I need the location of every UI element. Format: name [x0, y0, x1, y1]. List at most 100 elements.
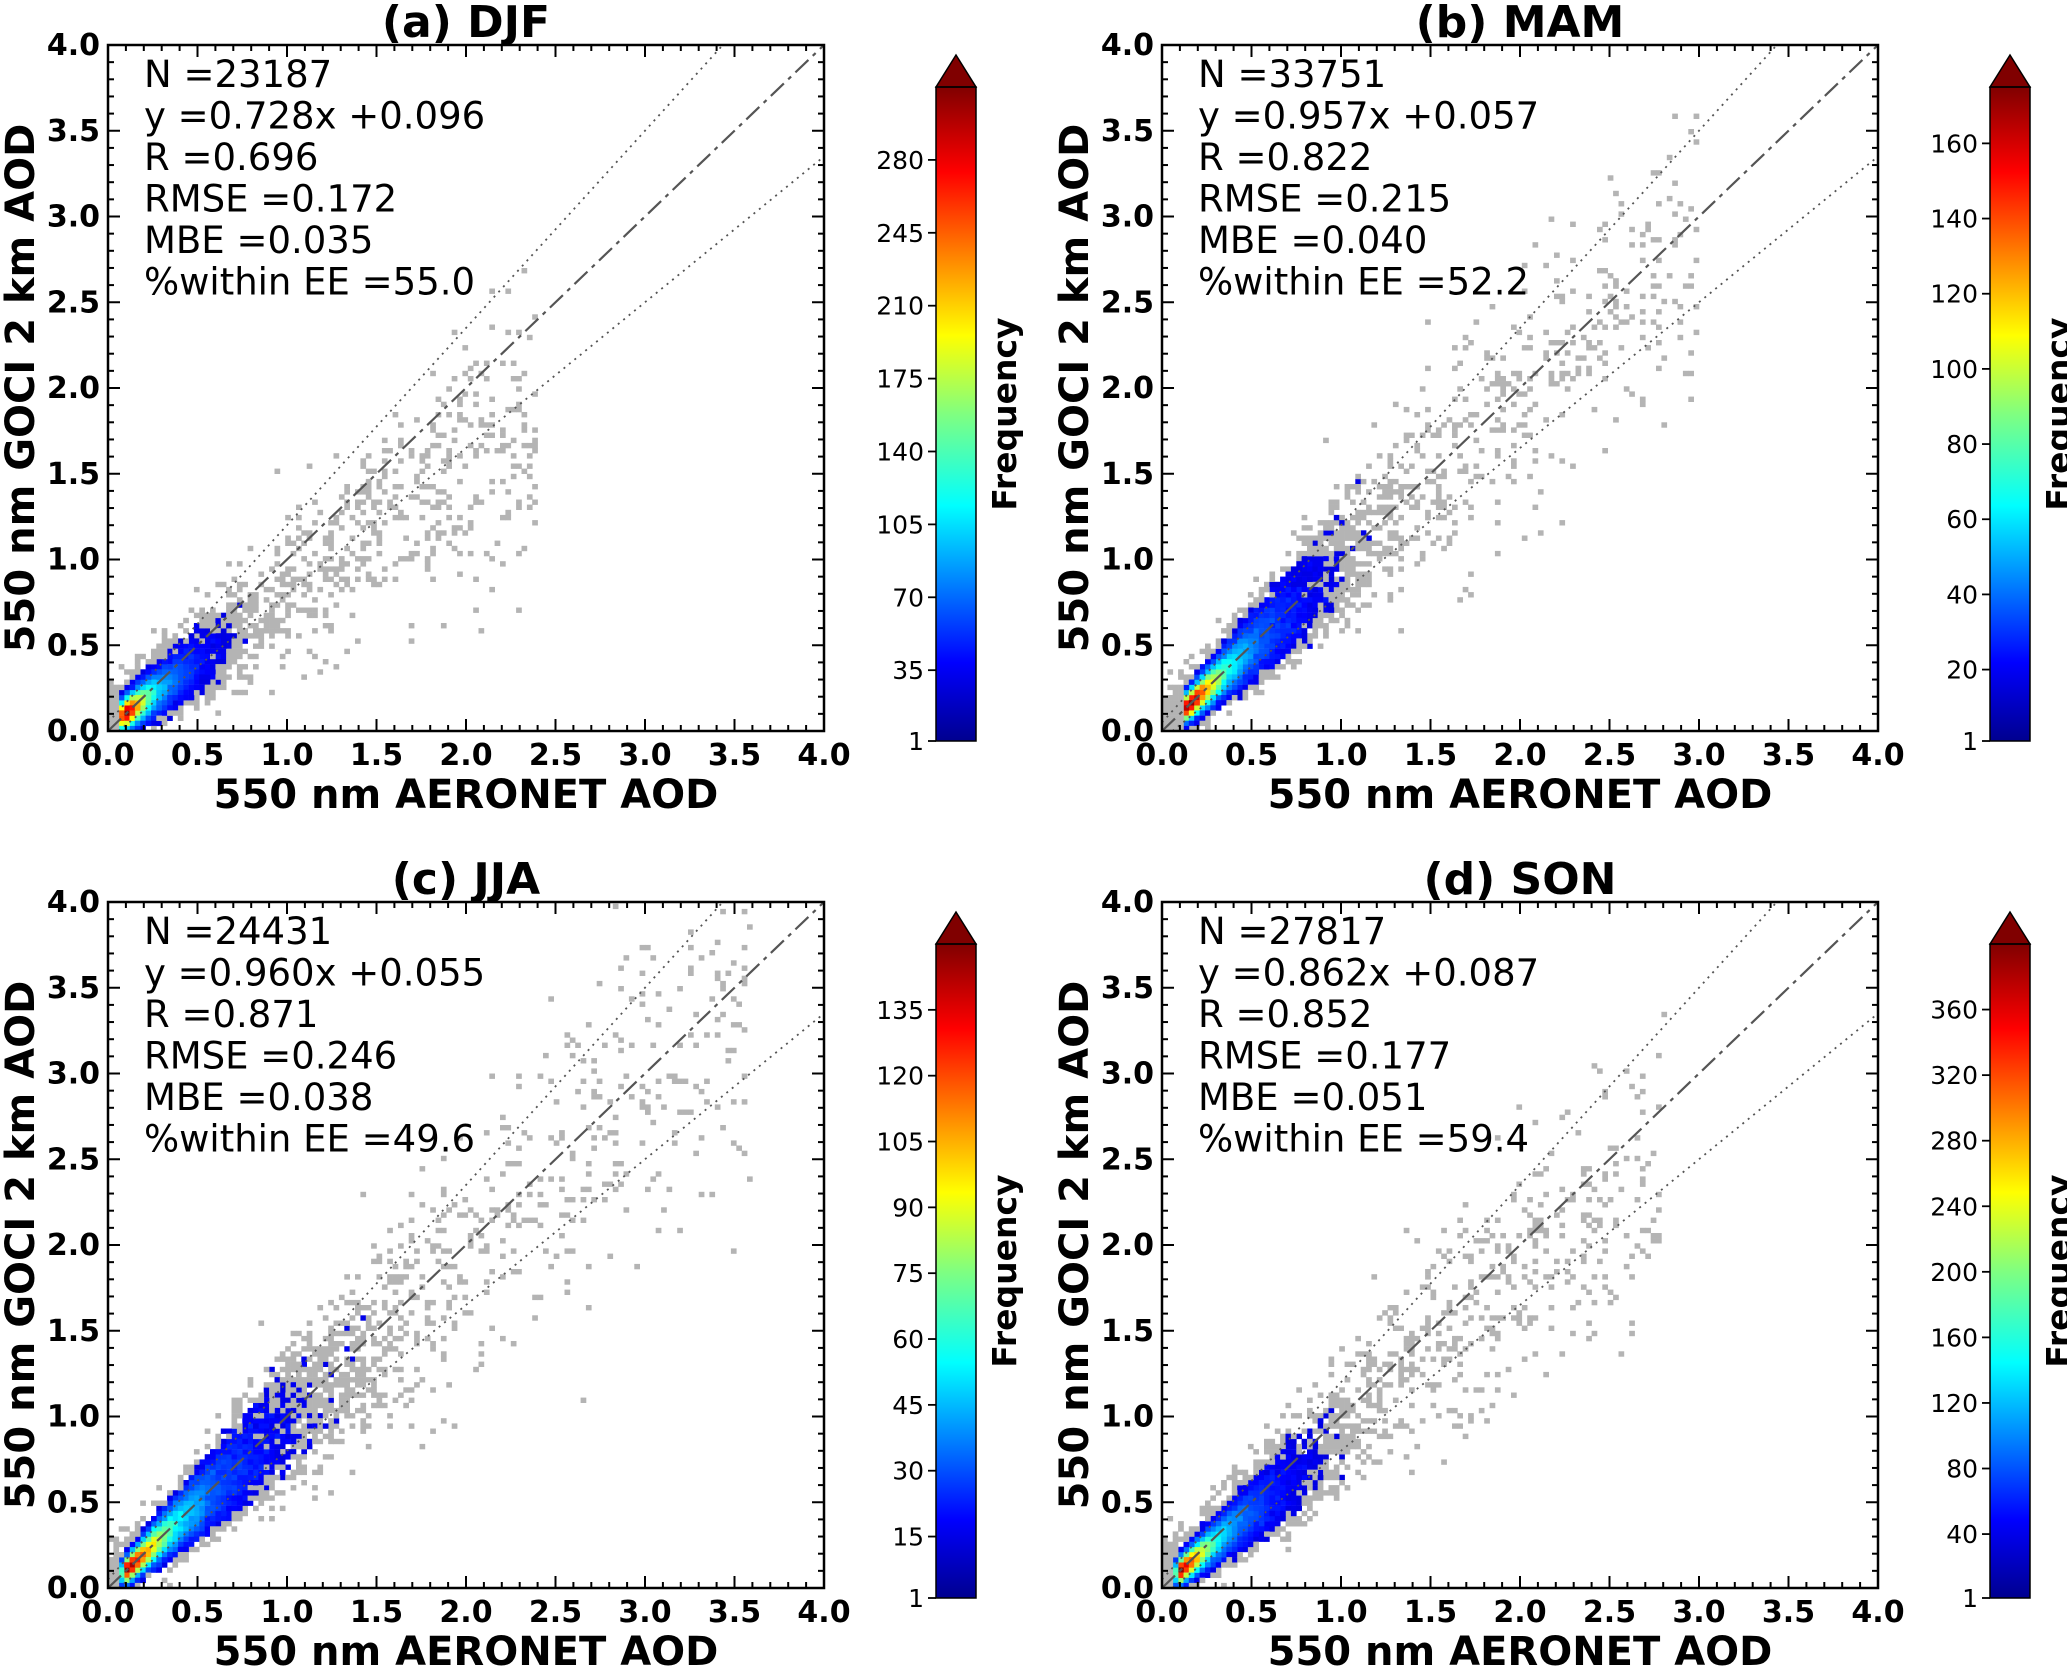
density-bin [1247, 602, 1254, 608]
density-bin [1285, 612, 1292, 619]
density-bin [274, 1449, 281, 1455]
density-bin [290, 1397, 297, 1403]
density-bin [151, 1541, 157, 1548]
density-bin [1462, 1305, 1469, 1311]
density-bin [1269, 1510, 1276, 1517]
density-bin [688, 965, 694, 971]
density-bin [467, 1243, 474, 1249]
density-bin [1516, 1315, 1523, 1321]
density-bin [113, 710, 120, 716]
density-bin [446, 1299, 452, 1306]
density-bin [1392, 401, 1399, 408]
density-bin [156, 653, 162, 660]
density-bin [258, 1443, 265, 1450]
density-bin [371, 1310, 377, 1316]
density-bin [1505, 1274, 1512, 1280]
density-bin [1639, 1088, 1646, 1095]
density-bin [1441, 1459, 1447, 1465]
density-bin [473, 448, 479, 454]
density-bin [1188, 664, 1195, 670]
density-bin [1226, 659, 1233, 665]
density-bin [177, 710, 184, 716]
density-bin [1280, 1443, 1286, 1450]
density-bin [387, 1310, 393, 1316]
density-bin [1339, 1397, 1345, 1403]
density-bin [231, 659, 238, 665]
density-bin [1226, 1495, 1233, 1501]
density-bin [1505, 381, 1512, 387]
density-bin [167, 653, 173, 660]
density-bin [1468, 1413, 1474, 1419]
density-bin [639, 944, 646, 951]
density-bin [1264, 1469, 1270, 1476]
density-bin [1532, 1171, 1539, 1177]
density-bin [1280, 1495, 1286, 1501]
density-bin [1602, 237, 1608, 243]
density-bin [1210, 689, 1216, 696]
density-bin [365, 484, 372, 490]
density-bin [1210, 648, 1216, 655]
density-bin [1489, 1402, 1496, 1409]
density-bin [322, 535, 329, 541]
density-bin [1253, 1510, 1259, 1517]
density-bin [1333, 545, 1340, 552]
density-bin [140, 1577, 146, 1584]
density-bin [741, 1073, 748, 1079]
stat-line: %within EE =52.2 [1198, 261, 1529, 304]
density-bin [1360, 581, 1367, 588]
density-bin [1645, 345, 1651, 351]
density-bin [317, 1464, 324, 1470]
density-bin [435, 1227, 442, 1234]
density-bin [204, 669, 211, 675]
stat-line: MBE =0.051 [1198, 1076, 1427, 1119]
density-bin [193, 1480, 200, 1486]
density-bin [204, 664, 211, 670]
density-bin [269, 1454, 275, 1460]
density-bin [1221, 1480, 1227, 1486]
density-bin [1231, 669, 1238, 675]
density-bin [1178, 1572, 1184, 1578]
density-bin [1237, 633, 1243, 639]
density-bin [1290, 1413, 1297, 1419]
density-bin [1188, 1572, 1195, 1578]
density-bin [204, 1428, 211, 1434]
density-bin [1629, 1274, 1635, 1280]
colorbar-tick-label: 210 [876, 292, 924, 321]
density-bin [451, 1423, 458, 1429]
density-bin [1178, 669, 1184, 675]
density-bin [424, 561, 431, 567]
density-bin [1441, 514, 1447, 521]
density-bin [1500, 1269, 1506, 1275]
density-bin [1570, 1248, 1576, 1254]
density-bin [1333, 1464, 1340, 1470]
density-bin [1172, 684, 1179, 691]
density-bin [1494, 1335, 1501, 1342]
density-bin [462, 1279, 469, 1285]
density-bin [1210, 710, 1216, 716]
density-bin [1516, 1320, 1523, 1326]
density-bin [741, 1099, 748, 1105]
density-bin [156, 1526, 162, 1532]
density-bin [446, 1207, 452, 1213]
density-bin [1344, 489, 1351, 495]
density-bin [285, 1392, 291, 1398]
y-tick-label: 3.0 [47, 1057, 100, 1092]
density-bin [1269, 633, 1276, 639]
density-bin [489, 1186, 495, 1193]
density-bin [1398, 1423, 1404, 1429]
density-bin [1382, 494, 1388, 500]
density-bin [1494, 1274, 1501, 1280]
density-bin [1221, 674, 1227, 680]
density-bin [1532, 1238, 1539, 1244]
density-bin [645, 1109, 651, 1115]
density-bin [1226, 1546, 1233, 1553]
density-bin [500, 432, 506, 438]
density-bin [108, 1577, 114, 1584]
density-bin [408, 453, 415, 459]
density-bin [134, 720, 141, 727]
density-bin [1462, 499, 1469, 505]
density-bin [226, 1428, 232, 1434]
density-bin [360, 525, 367, 531]
density-bin [1317, 1413, 1324, 1419]
density-bin [1478, 376, 1485, 382]
